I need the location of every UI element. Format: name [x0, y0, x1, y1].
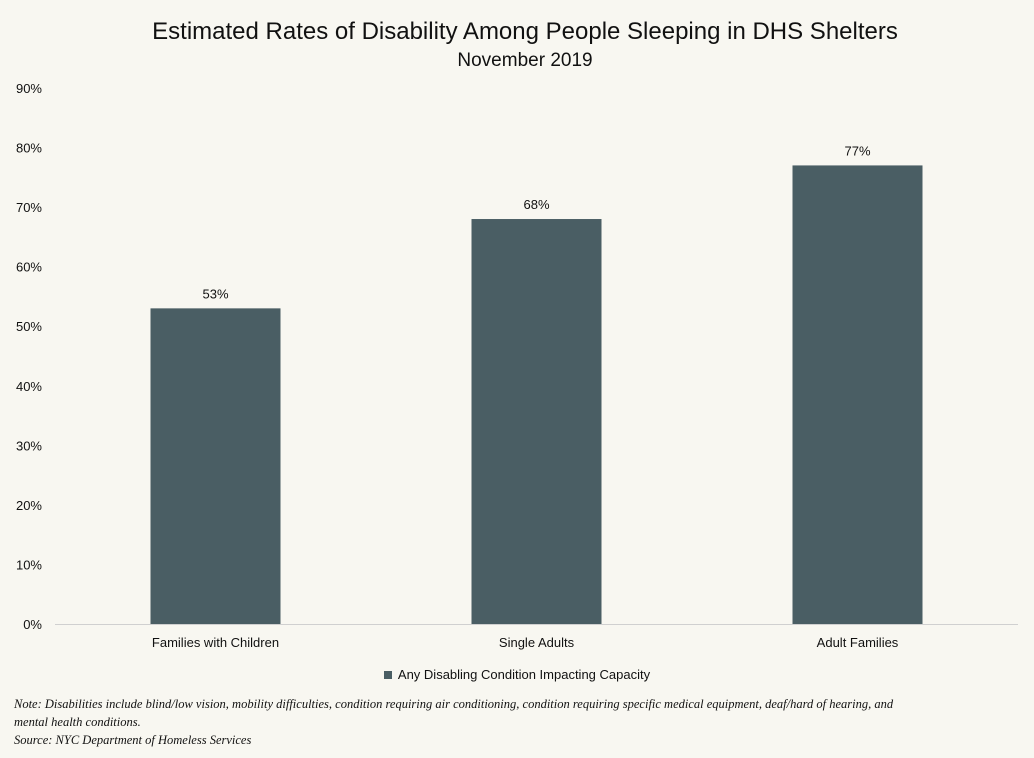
data-label: 68%	[523, 197, 549, 212]
y-tick-label: 70%	[16, 200, 42, 215]
x-axis-category-labels: Families with Children Single Adults Adult…	[152, 635, 899, 650]
category-label: Single Adults	[499, 635, 575, 650]
bar	[150, 308, 281, 624]
bar-chart: 0%10%20%30%40%50%60%70%80%90% 53%68%77% …	[16, 81, 1018, 650]
y-tick-label: 20%	[16, 498, 42, 513]
category-label: Families with Children	[152, 635, 279, 650]
bars	[150, 165, 923, 624]
source-line: Source: NYC Department of Homeless Servi…	[14, 733, 252, 747]
legend: Any Disabling Condition Impacting Capaci…	[0, 667, 1034, 683]
note-line-2: mental health conditions.	[14, 715, 141, 729]
data-label: 77%	[844, 143, 870, 158]
data-labels: 53% 68% 77%	[202, 143, 870, 301]
footnote: Note: Disabilities include blind/low vis…	[14, 695, 1026, 749]
bar	[792, 165, 923, 624]
legend-swatch	[383, 671, 392, 679]
y-tick-label: 10%	[16, 557, 42, 572]
note-line-1: Note: Disabilities include blind/low vis…	[14, 697, 894, 711]
y-tick-label: 40%	[16, 379, 42, 394]
legend-label: Any Disabling Condition Impacting Capaci…	[397, 667, 651, 682]
chart-title: Estimated Rates of Disability Among Peop…	[152, 18, 898, 45]
y-axis-tick-labels: 0% 10% 20% 30% 40% 50% 60% 70% 80% 90%	[16, 81, 42, 632]
y-tick-label: 30%	[16, 438, 42, 453]
y-tick-label: 90%	[16, 81, 42, 96]
y-tick-label: 80%	[16, 141, 42, 156]
category-label: Adult Families	[817, 635, 899, 650]
y-tick-label: 50%	[16, 319, 42, 334]
y-tick-label: 60%	[16, 260, 42, 275]
y-tick-label: 0%	[23, 617, 42, 632]
chart-subtitle: November 2019	[457, 50, 593, 71]
bar	[471, 219, 602, 624]
data-label: 53%	[202, 286, 228, 301]
